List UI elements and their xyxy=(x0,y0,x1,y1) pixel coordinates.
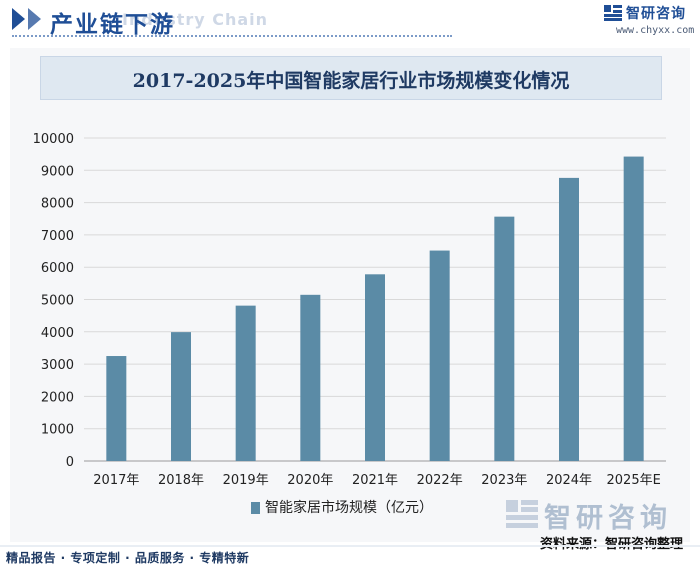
bar xyxy=(365,274,385,461)
brand-url[interactable]: www.chyxx.com xyxy=(616,25,695,36)
x-tick-label: 2022年 xyxy=(417,473,463,488)
y-tick-label: 0 xyxy=(66,455,74,470)
x-tick-label: 2021年 xyxy=(352,473,398,488)
y-tick-label: 9000 xyxy=(41,164,74,179)
y-tick-label: 6000 xyxy=(41,261,74,276)
y-tick-label: 7000 xyxy=(41,229,74,244)
legend-swatch xyxy=(251,502,260,514)
watermark-logo-icon xyxy=(506,500,538,528)
y-tick-label: 2000 xyxy=(41,390,74,405)
x-tick-label: 2024年 xyxy=(546,473,592,488)
arrow-icon xyxy=(12,8,25,30)
header-ghost-text: Industry Chain xyxy=(122,10,269,29)
x-tick-label: 2020年 xyxy=(287,473,333,488)
y-tick-label: 3000 xyxy=(41,358,74,373)
section-title: 产业链下游 xyxy=(50,12,175,38)
bar xyxy=(494,216,515,461)
chart-title: 2017-2025年中国智能家居行业市场规模变化情况 xyxy=(132,70,570,92)
x-tick-label: 2025年E xyxy=(607,473,661,488)
x-tick-label: 2018年 xyxy=(158,473,204,488)
bar xyxy=(623,156,644,461)
bar xyxy=(171,332,191,461)
y-tick-label: 4000 xyxy=(41,326,74,341)
bar xyxy=(106,356,127,461)
x-tick-label: 2023年 xyxy=(481,473,527,488)
bar xyxy=(429,250,450,461)
y-tick-label: 1000 xyxy=(41,423,74,438)
footer-divider xyxy=(0,545,700,547)
bar xyxy=(235,305,256,461)
x-tick-label: 2017年 xyxy=(93,473,139,488)
bar xyxy=(300,294,321,461)
header-divider xyxy=(12,35,452,37)
footer-brand-watermark: 智研咨询 xyxy=(544,503,672,534)
y-tick-label: 10000 xyxy=(33,132,74,147)
y-tick-label: 5000 xyxy=(41,294,74,309)
x-tick-label: 2019年 xyxy=(223,473,269,488)
source-note: 资料来源：智研咨询整理 xyxy=(540,533,683,552)
arrow-icon xyxy=(28,8,41,30)
brand-name: 智研咨询 xyxy=(626,6,686,22)
footer-slogan: 精品报告 · 专项定制 · 品质服务 · 专精特新 xyxy=(6,551,250,565)
y-tick-label: 8000 xyxy=(41,197,74,212)
header-bar: Industry Chain 产业链下游 智研咨询 www.chyxx.com xyxy=(0,0,700,40)
legend-label: 智能家居市场规模（亿元） xyxy=(265,500,433,516)
brand-logo-icon xyxy=(604,5,622,21)
bar xyxy=(559,177,579,461)
chart-title-box: 2017-2025年中国智能家居行业市场规模变化情况 xyxy=(40,56,662,100)
